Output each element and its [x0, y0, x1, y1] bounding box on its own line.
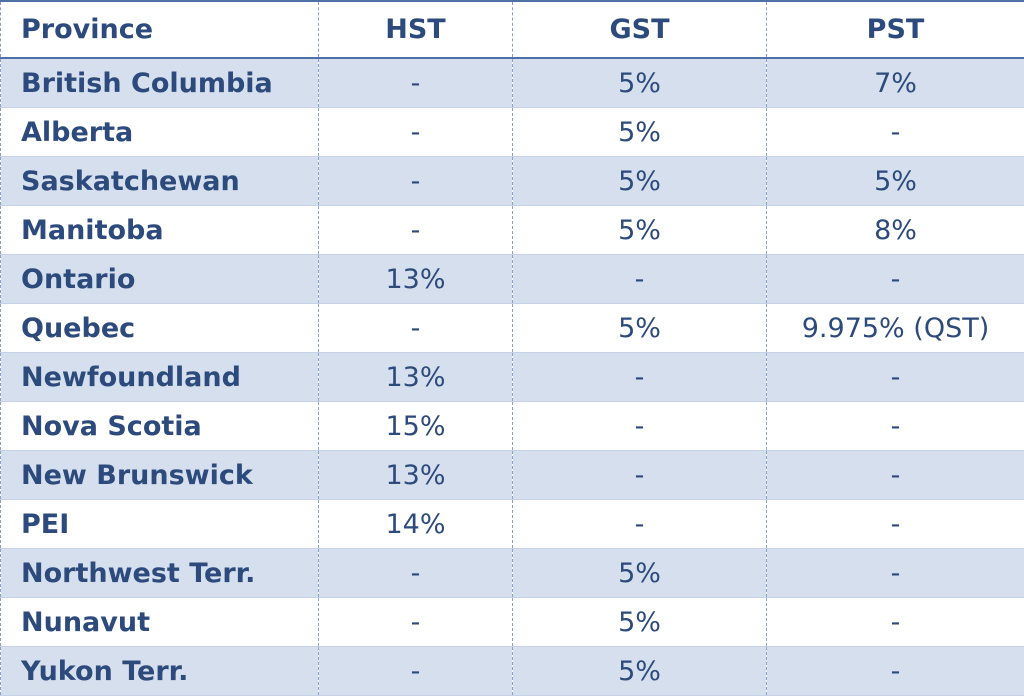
tax-cell: 13% — [318, 254, 513, 304]
province-cell: Alberta — [0, 107, 319, 157]
province-cell: New Brunswick — [0, 450, 319, 500]
province-cell: Saskatchewan — [0, 156, 319, 206]
tax-cell: 5% — [512, 597, 767, 647]
province-cell: British Columbia — [0, 58, 319, 108]
tax-cell: - — [318, 107, 513, 157]
province-cell: PEI — [0, 499, 319, 549]
tax-cell: - — [318, 548, 513, 598]
table-row: Nunavut -5% - — [0, 597, 1024, 647]
tax-cell: - — [318, 303, 513, 353]
table-row: Alberta -5% - — [0, 107, 1024, 157]
tax-cell: 5% — [512, 58, 767, 108]
tax-cell: - — [318, 646, 513, 696]
header-row: Province HST GST PST — [0, 0, 1024, 59]
tax-cell: 5% — [512, 205, 767, 255]
table-row: Nova Scotia 15% - - — [0, 401, 1024, 451]
tax-cell: 7% — [766, 58, 1024, 108]
tax-cell: 5% — [512, 156, 767, 206]
table-row: Northwest Terr. -5% - — [0, 548, 1024, 598]
table-body: British Columbia -5% 7% Alberta -5% - Saskatch… — [0, 58, 1024, 696]
tax-cell: 5% — [766, 156, 1024, 206]
province-cell: Manitoba — [0, 205, 319, 255]
tax-cell: - — [318, 58, 513, 108]
province-cell: Quebec — [0, 303, 319, 353]
table-row: British Columbia -5% 7% — [0, 58, 1024, 108]
table-row: Yukon Terr. -5% - — [0, 646, 1024, 696]
table-row: Saskatchewan -5% 5% — [0, 156, 1024, 206]
header-cell: HST — [318, 0, 513, 59]
tax-cell: - — [766, 352, 1024, 402]
tax-cell: 5% — [512, 646, 767, 696]
tax-cell: 8% — [766, 205, 1024, 255]
tax-cell: - — [766, 499, 1024, 549]
tax-cell: - — [766, 597, 1024, 647]
tax-cell: - — [766, 450, 1024, 500]
tax-cell: - — [318, 205, 513, 255]
tax-cell: 13% — [318, 352, 513, 402]
table-row: New Brunswick 13% - - — [0, 450, 1024, 500]
table-row: Ontario 13% - - — [0, 254, 1024, 304]
tax-cell: - — [766, 107, 1024, 157]
table-row: Quebec -5% 9.975% (QST) — [0, 303, 1024, 353]
header-cell: PST — [766, 0, 1024, 59]
tax-cell: - — [512, 254, 767, 304]
tax-cell: - — [318, 156, 513, 206]
tax-cell: - — [766, 401, 1024, 451]
province-cell: Yukon Terr. — [0, 646, 319, 696]
tax-cell: - — [512, 401, 767, 451]
tax-cell: 5% — [512, 107, 767, 157]
table-row: PEI 14% - - — [0, 499, 1024, 549]
province-cell: Nunavut — [0, 597, 319, 647]
province-cell: Nova Scotia — [0, 401, 319, 451]
table-row: Manitoba -5% 8% — [0, 205, 1024, 255]
tax-cell: - — [766, 254, 1024, 304]
tax-cell: - — [766, 548, 1024, 598]
tax-cell: - — [512, 499, 767, 549]
header-cell: GST — [512, 0, 767, 59]
province-cell: Ontario — [0, 254, 319, 304]
tax-cell: - — [512, 450, 767, 500]
tax-cell: 5% — [512, 303, 767, 353]
tax-cell: - — [318, 597, 513, 647]
tax-cell: 13% — [318, 450, 513, 500]
tax-cell: - — [766, 646, 1024, 696]
province-cell: Northwest Terr. — [0, 548, 319, 598]
table-row: Newfoundland 13% - - — [0, 352, 1024, 402]
tax-cell: 15% — [318, 401, 513, 451]
header-cell: Province — [0, 0, 319, 59]
tax-cell: 14% — [318, 499, 513, 549]
province-cell: Newfoundland — [0, 352, 319, 402]
tax-cell: - — [512, 352, 767, 402]
tax-cell: 9.975% (QST) — [766, 303, 1024, 353]
tax-cell: 5% — [512, 548, 767, 598]
